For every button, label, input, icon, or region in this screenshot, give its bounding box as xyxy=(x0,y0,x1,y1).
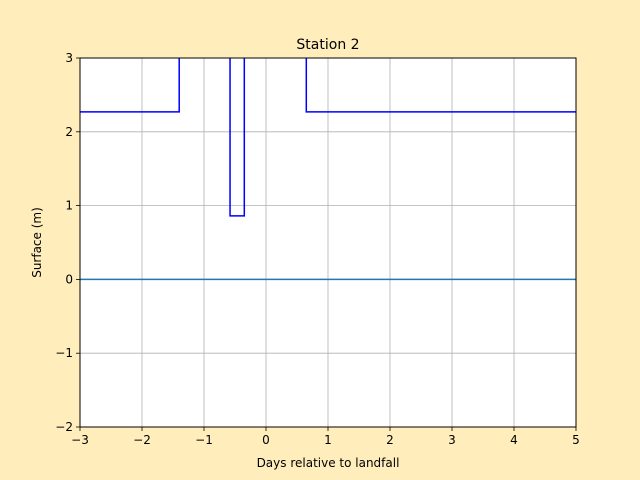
y-tick-label: 2 xyxy=(65,125,73,139)
y-tick-label: −1 xyxy=(55,346,73,360)
y-tick-label: 3 xyxy=(65,51,73,65)
y-tick-label: 1 xyxy=(65,199,73,213)
x-tick-label: 1 xyxy=(324,433,332,447)
x-tick-label: 5 xyxy=(572,433,580,447)
chart-title: Station 2 xyxy=(296,37,359,53)
x-tick-label: 0 xyxy=(262,433,270,447)
series-group xyxy=(80,58,576,281)
x-tick-label: 3 xyxy=(448,433,456,447)
x-tick-label: −1 xyxy=(195,433,213,447)
x-axis-label: Days relative to landfall xyxy=(257,456,400,470)
x-tick-label: 4 xyxy=(510,433,518,447)
x-tick-label: −2 xyxy=(133,433,151,447)
y-axis-label: Surface (m) xyxy=(30,207,44,278)
x-tick-label: 2 xyxy=(386,433,394,447)
series-line-1 xyxy=(80,58,576,217)
x-tick-label: −3 xyxy=(71,433,89,447)
y-tick-label: −2 xyxy=(55,420,73,434)
y-tick-label: 0 xyxy=(65,272,73,286)
